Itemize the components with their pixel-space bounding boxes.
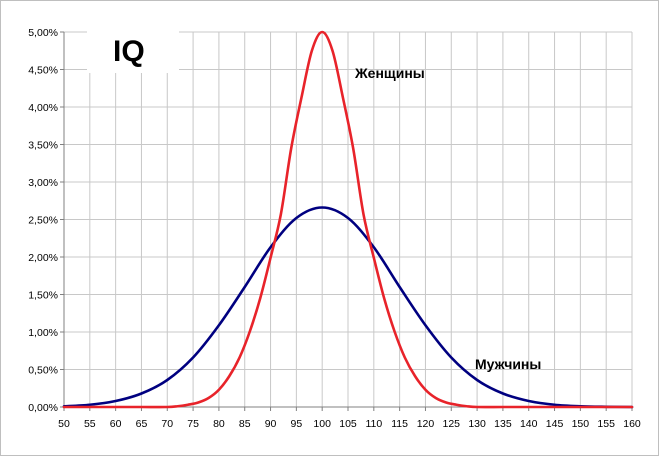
y-tick-label: 1,00% [28,327,58,339]
x-tick-label: 155 [597,418,615,430]
x-tick-label: 85 [239,418,251,430]
y-tick-label: 0,00% [28,402,58,414]
title-box [87,21,179,73]
x-tick-label: 65 [136,418,148,430]
x-tick-label: 50 [58,418,70,430]
series-line-men [62,206,634,409]
x-tick-label: 110 [365,418,382,430]
x-tick-label: 60 [110,418,122,430]
y-tick-label: 2,50% [28,215,58,227]
x-tick-label: 120 [417,418,435,430]
y-tick-label: 3,50% [28,140,58,152]
x-tick-label: 75 [187,418,199,430]
series-label-women: Женщины [354,65,425,81]
x-tick-label: 55 [84,418,96,430]
x-tick-label: 150 [572,418,590,430]
y-tick-label: 1,50% [28,290,58,302]
series-line-women [62,30,634,409]
x-tick-label: 160 [623,418,641,430]
axes [60,31,633,411]
y-tick-label: 0,50% [28,365,58,377]
y-tick-label: 5,00% [28,27,58,39]
y-tick-label: 4,50% [28,65,58,77]
x-tick-label: 100 [313,418,331,430]
x-tick-label: 80 [213,418,225,430]
x-tick-label: 135 [494,418,512,430]
x-tick-label: 95 [291,418,303,430]
y-tick-label: 4,00% [28,102,58,114]
x-tick-label: 130 [468,418,486,430]
x-tick-label: 115 [391,418,408,430]
x-tick-label: 90 [265,418,277,430]
series-label-men: Мужчины [475,356,541,372]
tick-labels: 50 55 60 65 70 75 80 85 90 95 100 105 110 115 120 125 13… [28,27,641,430]
x-tick-label: 145 [546,418,564,430]
y-tick-label: 2,00% [28,252,58,264]
chart-title: IQ [113,35,145,68]
x-tick-label: 125 [443,418,461,430]
x-tick-label: 70 [161,418,173,430]
y-tick-label: 3,00% [28,177,58,189]
x-tick-label: 140 [520,418,538,430]
x-tick-label: 105 [339,418,357,430]
series-lines [62,30,634,409]
